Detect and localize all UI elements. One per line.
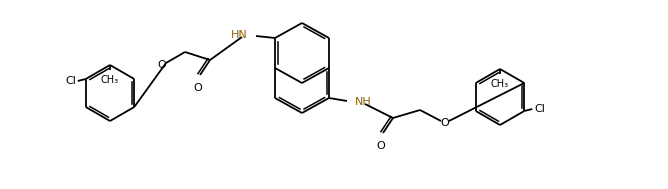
Text: CH₃: CH₃ — [101, 75, 119, 85]
Text: Cl: Cl — [534, 104, 545, 114]
Text: Cl: Cl — [65, 76, 75, 86]
Text: NH: NH — [355, 97, 372, 107]
Text: O: O — [441, 118, 450, 128]
Text: O: O — [194, 83, 202, 93]
Text: O: O — [158, 60, 166, 70]
Text: HN: HN — [231, 30, 248, 40]
Text: O: O — [377, 141, 385, 151]
Text: CH₃: CH₃ — [491, 79, 509, 89]
